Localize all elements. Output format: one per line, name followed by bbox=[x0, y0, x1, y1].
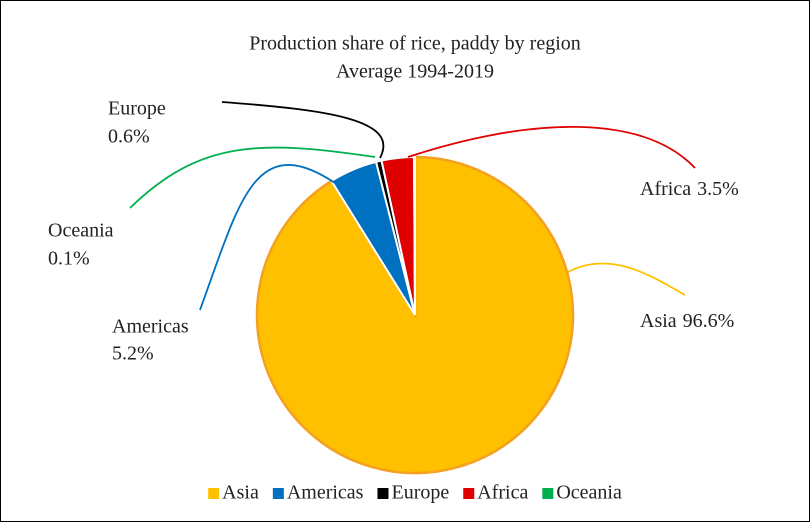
label-category: Americas bbox=[112, 316, 189, 338]
legend-label: Oceania bbox=[556, 482, 622, 504]
legend-swatch bbox=[542, 488, 554, 499]
data-label: Asia 96.6% bbox=[640, 310, 734, 332]
legend-label: Asia bbox=[222, 482, 259, 504]
label-value: 0.1% bbox=[48, 248, 90, 270]
label-category: Europe bbox=[108, 98, 166, 120]
leader-line bbox=[129, 146, 376, 209]
leader-line bbox=[567, 262, 686, 296]
legend-label: Europe bbox=[391, 482, 449, 504]
legend-swatch bbox=[272, 488, 284, 499]
label-value: 0.6% bbox=[108, 126, 150, 148]
chart-subtitle: Average 1994-2019 bbox=[336, 61, 494, 83]
label-value: 3.5% bbox=[697, 178, 739, 200]
legend-swatch bbox=[463, 488, 475, 499]
chart-title: Production share of rice, paddy by regio… bbox=[249, 33, 581, 55]
label-value: 5.2% bbox=[112, 343, 154, 365]
label-category: Asia bbox=[640, 310, 677, 332]
legend: Asia Americas Europe Africa Oceania bbox=[208, 482, 622, 504]
data-label: Africa 3.5% bbox=[640, 178, 739, 200]
leader-line bbox=[407, 125, 696, 169]
pie-slice bbox=[413, 155, 416, 316]
legend-label: Africa bbox=[477, 482, 528, 504]
leader-line bbox=[221, 101, 385, 159]
legend-swatch bbox=[377, 488, 389, 499]
label-category: Africa bbox=[640, 178, 691, 200]
label-value: 96.6% bbox=[683, 310, 735, 332]
legend-swatch bbox=[208, 488, 220, 499]
leader-line bbox=[199, 164, 336, 311]
legend-label: Americas bbox=[287, 482, 364, 504]
label-category: Oceania bbox=[48, 220, 114, 242]
